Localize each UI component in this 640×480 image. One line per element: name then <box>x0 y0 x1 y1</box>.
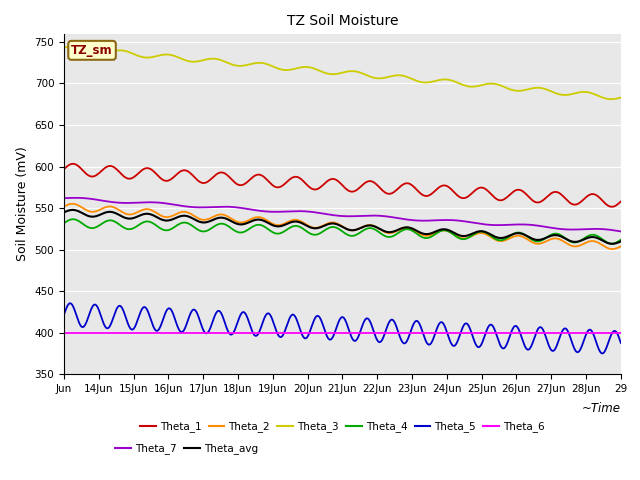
Theta_2 <box>60 204 68 209</box>
Theta_3 <box>617 95 625 100</box>
Theta_6 <box>399 330 406 336</box>
Theta_avg <box>617 239 625 244</box>
Theta_4 <box>296 224 304 230</box>
Theta_avg <box>68 207 76 213</box>
Theta_6 <box>469 330 477 336</box>
Theta_7 <box>373 213 381 218</box>
Theta_2 <box>296 218 304 224</box>
Theta_avg <box>296 219 304 225</box>
Theta_3 <box>234 63 242 69</box>
Theta_avg <box>567 238 575 244</box>
Theta_3 <box>373 75 381 81</box>
Theta_6 <box>295 330 303 336</box>
Theta_6 <box>60 330 68 336</box>
Legend: Theta_7, Theta_avg: Theta_7, Theta_avg <box>111 439 262 458</box>
Theta_2 <box>609 246 616 252</box>
Theta_3 <box>470 84 478 89</box>
Theta_6 <box>617 330 625 336</box>
Line: Theta_avg: Theta_avg <box>64 210 621 244</box>
Theta_3 <box>567 91 575 97</box>
Theta_avg <box>609 241 616 247</box>
Theta_1 <box>470 188 478 194</box>
Theta_3 <box>60 45 68 50</box>
Theta_1 <box>70 161 77 167</box>
Theta_5 <box>598 350 606 356</box>
Theta_4 <box>617 237 625 242</box>
Theta_2 <box>470 232 478 238</box>
Theta_2 <box>68 201 76 207</box>
Title: TZ Soil Moisture: TZ Soil Moisture <box>287 14 398 28</box>
Theta_4 <box>373 228 381 233</box>
Theta_1 <box>607 204 615 210</box>
Text: TZ_sm: TZ_sm <box>71 44 113 57</box>
Theta_1 <box>296 175 304 181</box>
Theta_2 <box>373 225 381 230</box>
Theta_1 <box>567 201 575 206</box>
Line: Theta_3: Theta_3 <box>64 46 621 99</box>
Theta_5 <box>567 336 575 342</box>
Line: Theta_5: Theta_5 <box>64 303 621 353</box>
Theta_avg <box>373 225 381 230</box>
Theta_4 <box>399 227 407 233</box>
Theta_7 <box>296 208 304 214</box>
Theta_3 <box>296 65 304 71</box>
Theta_7 <box>567 227 575 232</box>
Theta_6 <box>566 330 573 336</box>
Theta_3 <box>607 96 615 102</box>
Theta_2 <box>617 243 625 249</box>
Theta_4 <box>607 241 615 247</box>
Theta_5 <box>399 340 407 346</box>
Theta_4 <box>234 229 242 235</box>
Line: Theta_7: Theta_7 <box>64 198 621 231</box>
Theta_avg <box>470 230 478 236</box>
Theta_7 <box>234 204 242 210</box>
Theta_7 <box>617 228 625 234</box>
Theta_7 <box>470 220 478 226</box>
Theta_3 <box>399 73 407 79</box>
Theta_5 <box>470 338 478 344</box>
Theta_avg <box>60 209 68 215</box>
Theta_avg <box>234 221 242 227</box>
Theta_5 <box>617 340 625 346</box>
Theta_5 <box>373 336 381 342</box>
Theta_4 <box>60 220 68 226</box>
Theta_2 <box>399 225 407 231</box>
Theta_2 <box>567 243 575 249</box>
Theta_1 <box>399 181 407 187</box>
Line: Theta_4: Theta_4 <box>64 219 621 244</box>
Text: ~Time: ~Time <box>582 402 621 415</box>
Theta_6 <box>372 330 380 336</box>
Theta_7 <box>60 195 68 201</box>
Theta_4 <box>70 216 77 222</box>
Theta_2 <box>234 219 242 225</box>
Theta_1 <box>60 166 68 172</box>
Y-axis label: Soil Moisture (mV): Soil Moisture (mV) <box>16 146 29 262</box>
Theta_5 <box>234 317 242 323</box>
Theta_1 <box>373 182 381 188</box>
Line: Theta_2: Theta_2 <box>64 204 621 249</box>
Theta_6 <box>234 330 241 336</box>
Theta_1 <box>234 182 242 188</box>
Theta_1 <box>617 199 625 204</box>
Theta_4 <box>567 239 575 244</box>
Theta_4 <box>470 231 478 237</box>
Theta_3 <box>70 43 77 49</box>
Theta_7 <box>72 195 79 201</box>
Theta_5 <box>296 326 304 332</box>
Line: Theta_1: Theta_1 <box>64 164 621 207</box>
Theta_7 <box>399 216 407 222</box>
Theta_5 <box>60 312 68 317</box>
Theta_avg <box>399 225 407 230</box>
Theta_5 <box>66 300 74 306</box>
